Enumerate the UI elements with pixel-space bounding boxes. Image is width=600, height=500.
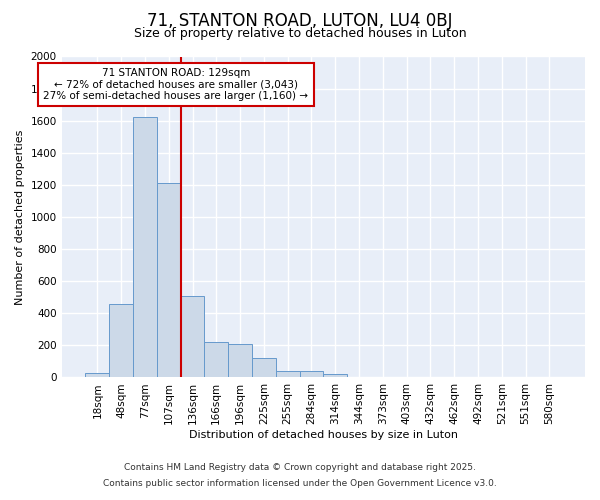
Text: Contains HM Land Registry data © Crown copyright and database right 2025.: Contains HM Land Registry data © Crown c… <box>124 464 476 472</box>
Bar <box>323 374 347 378</box>
Bar <box>252 358 276 378</box>
Bar <box>85 372 109 378</box>
Y-axis label: Number of detached properties: Number of detached properties <box>15 130 25 304</box>
Bar <box>276 371 299 378</box>
Text: 71 STANTON ROAD: 129sqm
← 72% of detached houses are smaller (3,043)
27% of semi: 71 STANTON ROAD: 129sqm ← 72% of detache… <box>43 68 308 101</box>
Bar <box>205 342 228 378</box>
X-axis label: Distribution of detached houses by size in Luton: Distribution of detached houses by size … <box>189 430 458 440</box>
Bar <box>109 304 133 378</box>
Bar <box>133 118 157 378</box>
Bar <box>299 371 323 378</box>
Text: Size of property relative to detached houses in Luton: Size of property relative to detached ho… <box>134 28 466 40</box>
Bar <box>228 344 252 378</box>
Bar <box>181 296 205 378</box>
Text: 71, STANTON ROAD, LUTON, LU4 0BJ: 71, STANTON ROAD, LUTON, LU4 0BJ <box>147 12 453 30</box>
Bar <box>157 184 181 378</box>
Text: Contains public sector information licensed under the Open Government Licence v3: Contains public sector information licen… <box>103 478 497 488</box>
